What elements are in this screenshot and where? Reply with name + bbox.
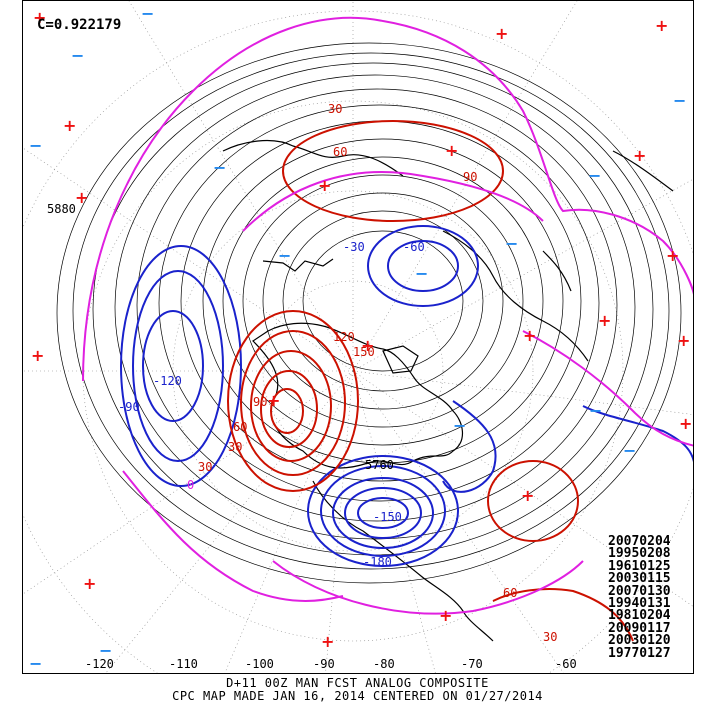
plus-marker-icon: + <box>321 632 334 651</box>
anomaly-label: -180 <box>363 555 392 569</box>
height-contours <box>56 42 682 584</box>
anomaly-label: 30 <box>328 102 342 116</box>
analog-dates-list: 20070204 19950208 19610125 20030115 2007… <box>608 534 671 661</box>
minus-marker-icon: − <box>673 91 686 110</box>
anomaly-label: -150 <box>373 510 402 524</box>
plus-marker-icon: + <box>267 391 280 410</box>
analog-date: 19610125 <box>608 558 671 574</box>
anomaly-label: 90 <box>253 395 267 409</box>
longitude-label: -90 <box>313 657 335 671</box>
anomaly-label: 60 <box>503 586 517 600</box>
contour-labels: 5880 5760 30 60 90 30 60 30 -30 -60 -90 … <box>47 102 557 644</box>
anomaly-label: 60 <box>333 145 347 159</box>
longitude-label: -110 <box>169 657 198 671</box>
analog-date: 20090117 <box>608 620 671 636</box>
plus-marker-icon: + <box>655 16 668 35</box>
footer-subtitle: CPC MAP MADE JAN 16, 2014 CENTERED ON 01… <box>172 689 543 703</box>
longitude-label: -60 <box>555 657 577 671</box>
analog-date: 20030120 <box>608 633 671 649</box>
analog-date: 20070204 <box>608 534 671 549</box>
height-label: 5760 <box>365 458 394 472</box>
anomaly-label: -90 <box>118 400 140 414</box>
plus-marker-icon: + <box>83 574 96 593</box>
longitude-label: -80 <box>373 657 395 671</box>
plus-marker-icon: + <box>677 331 690 350</box>
negative-anomaly-contours <box>120 225 693 567</box>
minus-marker-icon: − <box>29 654 42 673</box>
footer-title: D+11 00Z MAN FCST ANALOG COMPOSITE <box>226 676 489 690</box>
minus-marker-icon: − <box>29 136 42 155</box>
plus-marker-icon: + <box>445 141 458 160</box>
zero-contours <box>82 16 693 615</box>
anomaly-label: 30 <box>228 440 242 454</box>
correlation-label: C=0.922179 <box>37 17 122 33</box>
analog-date: 19810204 <box>608 608 671 624</box>
longitude-label: -120 <box>85 657 114 671</box>
plus-marker-icon: + <box>33 8 46 27</box>
minus-marker-icon: − <box>505 234 518 253</box>
minus-marker-icon: − <box>278 246 291 265</box>
anomaly-label: -30 <box>343 240 365 254</box>
longitude-labels: -120 -110 -100 -90 -80 -70 -60 <box>45 657 693 673</box>
anomaly-label: 30 <box>543 630 557 644</box>
minus-marker-icon: − <box>415 264 428 283</box>
plus-marker-icon: + <box>75 188 88 207</box>
analog-date: 19770127 <box>608 645 671 661</box>
analog-composite-map: 5880 5760 30 60 90 30 60 30 -30 -60 -90 … <box>23 1 693 673</box>
minus-marker-icon: − <box>99 641 112 660</box>
anomaly-label: 30 <box>198 460 212 474</box>
map-frame: 5880 5760 30 60 90 30 60 30 -30 -60 -90 … <box>22 0 694 674</box>
anomaly-label: -120 <box>153 374 182 388</box>
anomaly-label: 0 <box>187 478 194 492</box>
minus-marker-icon: − <box>623 441 636 460</box>
plus-marker-icon: + <box>63 116 76 135</box>
minus-marker-icon: − <box>453 416 466 435</box>
anomaly-label: 60 <box>233 420 247 434</box>
plus-marker-icon: + <box>521 486 534 505</box>
analog-date: 20070130 <box>608 583 671 599</box>
anomaly-label: 90 <box>463 170 477 184</box>
plus-marker-icon: + <box>439 606 452 625</box>
longitude-label: -70 <box>461 657 483 671</box>
plus-marker-icon: + <box>361 336 374 355</box>
plus-marker-icon: + <box>598 311 611 330</box>
longitude-label: -100 <box>245 657 274 671</box>
minus-markers: − − − − − − − − − − − − − − <box>29 4 686 673</box>
plus-marker-icon: + <box>318 176 331 195</box>
minus-marker-icon: − <box>588 166 601 185</box>
minus-marker-icon: − <box>71 46 84 65</box>
plus-markers: + + + + + + + + + + + + + + + + + + + + <box>31 8 692 651</box>
plus-marker-icon: + <box>523 326 536 345</box>
minus-marker-icon: − <box>589 401 602 420</box>
minus-marker-icon: − <box>213 158 226 177</box>
plus-marker-icon: + <box>679 414 692 433</box>
anomaly-label: -60 <box>403 240 425 254</box>
anomaly-label: 120 <box>333 330 355 344</box>
plus-marker-icon: + <box>666 246 679 265</box>
anomaly-label: 150 <box>353 345 375 359</box>
analog-date: 19940131 <box>608 596 671 612</box>
plus-marker-icon: + <box>633 146 646 165</box>
positive-anomaly-contours <box>227 120 634 642</box>
height-label: 5880 <box>47 202 76 216</box>
analog-date: 20030115 <box>608 571 671 587</box>
minus-marker-icon: − <box>141 4 154 23</box>
coastlines <box>222 140 674 642</box>
lat-lon-grid <box>23 1 693 673</box>
plus-marker-icon: + <box>495 24 508 43</box>
analog-date: 19950208 <box>608 546 671 562</box>
plus-marker-icon: + <box>31 346 44 365</box>
